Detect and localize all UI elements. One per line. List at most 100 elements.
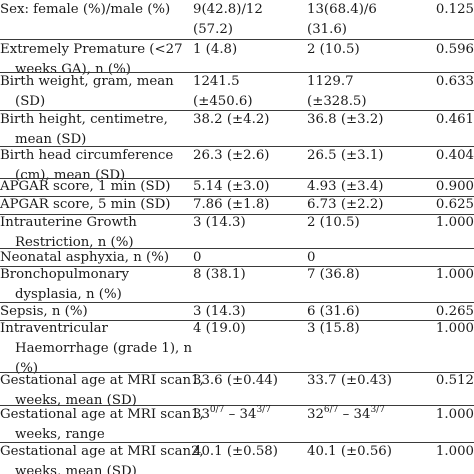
group2-value: 2 (10.5): [307, 40, 427, 60]
group2-range: 326/7 – 343/7: [307, 405, 427, 425]
group1-value-line: 26.3 (±2.6): [193, 148, 270, 163]
group2-value-line: (±328.5): [307, 94, 367, 109]
group1-value: 3 (14.3): [193, 302, 318, 322]
group1-value: 3 (14.3): [193, 213, 318, 233]
row-divider: [0, 39, 474, 40]
group1-value: 8 (38.1): [193, 265, 318, 285]
range-dash: –: [224, 407, 240, 422]
p-value: 0.125: [435, 2, 474, 17]
row-label-line: (cm), mean (SD): [15, 168, 126, 183]
row-label: Birth height, centimetre, mean (SD): [0, 110, 168, 150]
range-end: 34: [239, 407, 257, 422]
row-label: Gestational age at MRI scan1, weeks, mea…: [0, 371, 204, 411]
group2-value-line: 2 (10.5): [307, 42, 360, 57]
row-divider: [0, 302, 474, 303]
group2-value-line: 3 (15.8): [307, 321, 360, 336]
row-label-line: Haemorrhage (grade 1), n: [15, 341, 193, 356]
group1-value: 33.6 (±0.44): [193, 371, 318, 391]
row-label: Birth head circumference (cm), mean (SD): [0, 146, 174, 186]
row-label-line: dysplasia, n (%): [15, 287, 122, 302]
row-divider: [0, 72, 474, 73]
group1-value-line: 7.86 (±1.8): [193, 197, 270, 212]
group1-value: 7.86 (±1.8): [193, 195, 318, 215]
group2-value-line: 33.7 (±0.43): [307, 373, 392, 388]
row-label-line: mean (SD): [15, 132, 87, 147]
row-label-line: Gestational age at MRI scan1,: [0, 407, 204, 422]
group1-value-line: 33.6 (±0.44): [193, 373, 278, 388]
row-label: Intrauterine Growth Restriction, n (%): [0, 213, 150, 253]
row-label: Sepsis, n (%): [0, 302, 150, 322]
row-divider: [0, 110, 474, 111]
row-divider: [0, 442, 474, 443]
range-end: 34: [353, 407, 371, 422]
group1-value-line: 38.2 (±4.2): [193, 112, 270, 127]
p-value: 1.000: [435, 215, 474, 230]
group2-value-line: 40.1 (±0.56): [307, 444, 392, 459]
group2-value: 3 (15.8): [307, 319, 427, 339]
row-label: Gestational age at MRI scan1, weeks, ran…: [0, 405, 204, 445]
group2-value: 2 (10.5): [307, 213, 427, 233]
group1-value: 1241.5 (±450.6): [193, 72, 318, 112]
group2-value: 26.5 (±3.1): [307, 146, 427, 166]
row-label: Neonatal asphyxia, n (%): [0, 248, 169, 268]
group2-value-line: 2 (10.5): [307, 215, 360, 230]
row-label-line: Intraventricular: [0, 321, 108, 336]
group1-value-line: 1 (4.8): [193, 42, 238, 57]
group1-value-line: 1241.5: [193, 74, 240, 89]
range-end-fraction: 3/7: [256, 405, 271, 415]
row-label: Intraventricular Haemorrhage (grade 1), …: [0, 319, 193, 379]
group2-value: 0: [307, 248, 427, 268]
group2-value: 40.1 (±0.56): [307, 442, 427, 462]
group1-value-line: 0: [193, 250, 202, 265]
group1-value: 4 (19.0): [193, 319, 318, 339]
group1-value-line: (±450.6): [193, 94, 253, 109]
range-start: 33: [193, 407, 210, 422]
row-divider: [0, 196, 474, 197]
row-label-line: Gestational age at MRI scan2,: [0, 444, 204, 459]
row-divider: [0, 405, 474, 406]
group2-value-line: 6 (31.6): [307, 304, 360, 319]
p-value: 1.000: [435, 444, 474, 459]
p-value: 1.000: [435, 321, 474, 336]
row-label-line: Extremely Premature (<27: [0, 42, 183, 57]
group1-value: 1 (4.8): [193, 40, 318, 60]
group1-value-line: 3 (14.3): [193, 304, 246, 319]
group1-value-line: 5.14 (±3.0): [193, 179, 270, 194]
row-label-line: Sex: female (%)/male (%): [0, 2, 171, 17]
group1-value: 9(42.8)/12 (57.2): [193, 0, 318, 40]
group2-value-line: 36.8 (±3.2): [307, 112, 384, 127]
group2-value-line: 6.73 (±2.2): [307, 197, 384, 212]
row-divider: [0, 320, 474, 321]
group2-value: 36.8 (±3.2): [307, 110, 427, 130]
group2-value: 6 (31.6): [307, 302, 427, 322]
row-label-line: Gestational age at MRI scan1,: [0, 373, 204, 388]
row-label-line: Birth head circumference: [0, 148, 174, 163]
row-label: Birth weight, gram, mean (SD): [0, 72, 174, 112]
group2-value-line: 13(68.4)/6: [307, 2, 377, 17]
group2-value: 6.73 (±2.2): [307, 195, 427, 215]
range-start-fraction: 0/7: [209, 405, 225, 415]
row-label-line: weeks, mean (SD): [15, 464, 137, 474]
group2-value: 4.93 (±3.4): [307, 177, 427, 197]
group2-value-line: 1129.7: [307, 74, 354, 89]
group1-value: 38.2 (±4.2): [193, 110, 318, 130]
group1-value-line: (57.2): [193, 22, 233, 37]
row-label: Sex: female (%)/male (%): [0, 0, 171, 20]
range-start-fraction: 6/7: [323, 405, 339, 415]
group1-value-line: 9(42.8)/12: [193, 2, 263, 17]
group2-value-line: 0: [307, 250, 316, 265]
p-value: 0.461: [435, 112, 474, 127]
row-label-line: Sepsis, n (%): [0, 304, 88, 319]
row-label: Bronchopulmonary dysplasia, n (%): [0, 265, 150, 305]
row-divider: [0, 146, 474, 147]
p-value: 0.633: [435, 74, 474, 89]
group1-range: 330/7 – 343/7: [193, 405, 318, 425]
group2-value: 33.7 (±0.43): [307, 371, 427, 391]
range-start: 32: [307, 407, 324, 422]
row-divider: [0, 248, 474, 249]
group2-value-line: 4.93 (±3.4): [307, 179, 384, 194]
row-divider: [0, 178, 474, 179]
group1-value: 26.3 (±2.6): [193, 146, 318, 166]
row-label-line: Restriction, n (%): [15, 235, 134, 250]
group2-value-line: (31.6): [307, 22, 347, 37]
